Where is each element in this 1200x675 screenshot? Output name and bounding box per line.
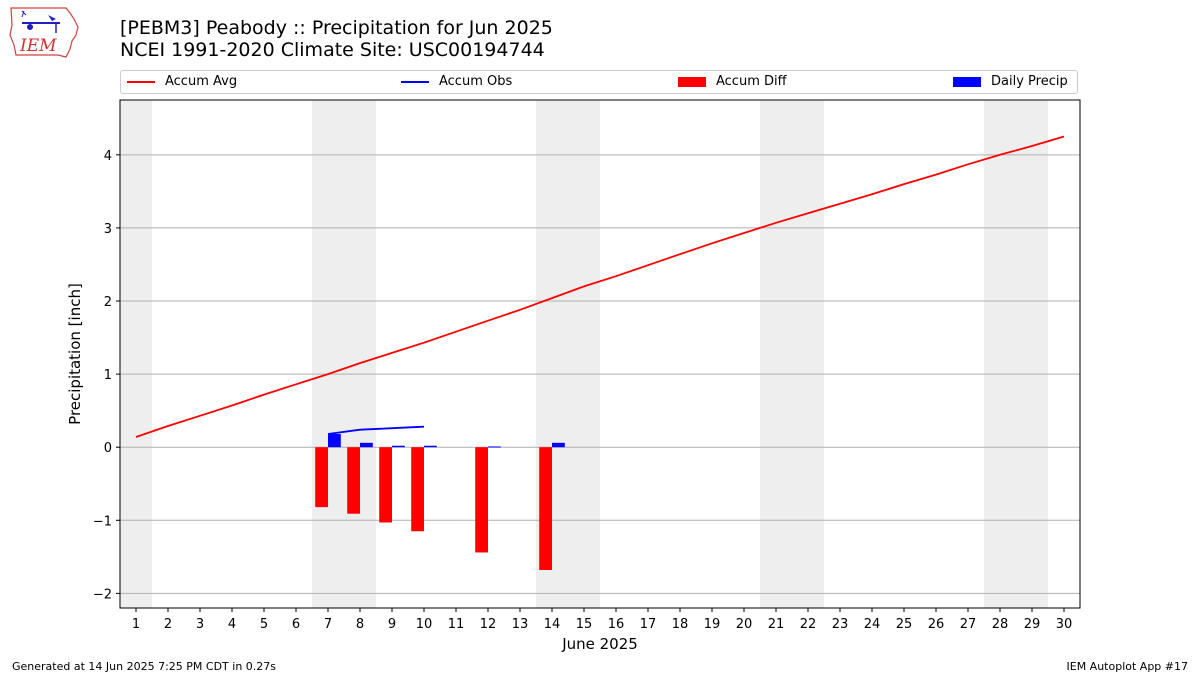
x-axis-label: June 2025 [561,635,638,653]
x-tick-label: 14 [544,617,561,632]
svg-text:IEM: IEM [19,36,57,56]
weekend-band [760,100,792,608]
x-tick-label: 17 [640,617,657,632]
lines [135,135,1065,438]
weekend-band [120,100,152,608]
x-tick-label: 7 [324,617,332,632]
weekend-shading [120,100,1048,608]
legend-swatch [401,80,429,83]
weekend-band [312,100,344,608]
plot-frame [119,99,1081,609]
x-tick-label: 16 [608,617,625,632]
x-tick-label: 3 [196,617,204,632]
accum-diff-bar [379,447,392,523]
y-tick-label: 1 [104,368,112,383]
x-tick-label: 30 [1056,617,1073,632]
y-tick-label: 2 [104,295,112,310]
x-tick-label: 15 [576,617,593,632]
x-tick-label: 24 [864,617,881,632]
iowa-map-icon: IEM [9,7,79,58]
legend-swatch [127,80,155,83]
title-line-2: NCEI 1991-2020 Climate Site: USC00194744 [120,39,545,61]
accum-diff-bar [411,447,424,532]
legend: Accum Avg Accum Obs Accum Diff Daily Pre… [120,70,1078,94]
x-tick-label: 2 [164,617,172,632]
legend-item-accum-avg: Accum Avg [127,74,237,89]
x-tick-label: 22 [800,617,817,632]
accum-avg-line [135,135,1065,438]
legend-item-accum-obs: Accum Obs [401,74,512,89]
footer-app: IEM Autoplot App #17 [1066,660,1189,673]
chart-title: [PEBM3] Peabody :: Precipitation for Jun… [120,17,553,61]
y-tick-label: 4 [104,149,112,164]
y-axis-label: Precipitation [inch] [66,283,84,425]
x-tick-label: 27 [960,617,977,632]
accum-diff-bar [315,447,328,508]
x-tick-label: 28 [992,617,1009,632]
x-tick-label: 25 [896,617,913,632]
weekend-band [344,100,376,608]
x-tick-label: 11 [448,617,465,632]
x-tick-label: 20 [736,617,753,632]
accum-diff-bar [475,447,488,553]
x-tick-label: 13 [512,617,529,632]
legend-label: Accum Avg [165,74,238,89]
footer-generated: Generated at 14 Jun 2025 7:25 PM CDT in … [12,660,277,673]
x-tick-label: 1 [132,617,140,632]
x-tick-label: 29 [1024,617,1041,632]
legend-label: Accum Diff [716,74,787,89]
daily-precip-bar [424,445,437,448]
x-tick-label: 26 [928,617,945,632]
x-tick-label: 19 [704,617,721,632]
y-tick-label: −1 [93,514,112,529]
legend-label: Daily Precip [991,74,1068,89]
daily-precip-bar [328,434,341,448]
accum-obs-line [327,425,425,435]
daily-precip-bar [552,442,565,448]
legend-swatch [678,76,706,87]
weekend-band [984,100,1016,608]
x-tick-label: 18 [672,617,689,632]
weekend-band [1016,100,1048,608]
bars [315,434,565,570]
y-tick-label: 3 [104,222,112,237]
x-tick-label: 21 [768,617,785,632]
accum-diff-bar [539,447,552,570]
x-tick-label: 4 [228,617,236,632]
weekend-band [792,100,824,608]
weekend-band [568,100,600,608]
legend-label: Accum Obs [439,74,513,89]
y-tick-label: −2 [93,587,112,602]
legend-item-accum-diff: Accum Diff [678,74,787,89]
x-tick-label: 10 [416,617,433,632]
legend-item-daily-precip: Daily Precip [953,74,1068,89]
x-tick-label: 9 [388,617,396,632]
x-tick-label: 6 [292,617,300,632]
x-tick-label: 23 [832,617,849,632]
iem-logo: IEM [8,5,82,60]
legend-swatch [953,76,981,87]
daily-precip-bar [488,446,501,448]
grid-lines [120,154,1080,594]
title-line-1: [PEBM3] Peabody :: Precipitation for Jun… [120,17,553,39]
x-tick-label: 12 [480,617,497,632]
daily-precip-bar [392,445,405,448]
y-tick-label: 0 [104,441,112,456]
x-tick-label: 5 [260,617,268,632]
accum-diff-bar [347,447,360,514]
x-tick-label: 8 [356,617,364,632]
daily-precip-bar [360,442,373,448]
